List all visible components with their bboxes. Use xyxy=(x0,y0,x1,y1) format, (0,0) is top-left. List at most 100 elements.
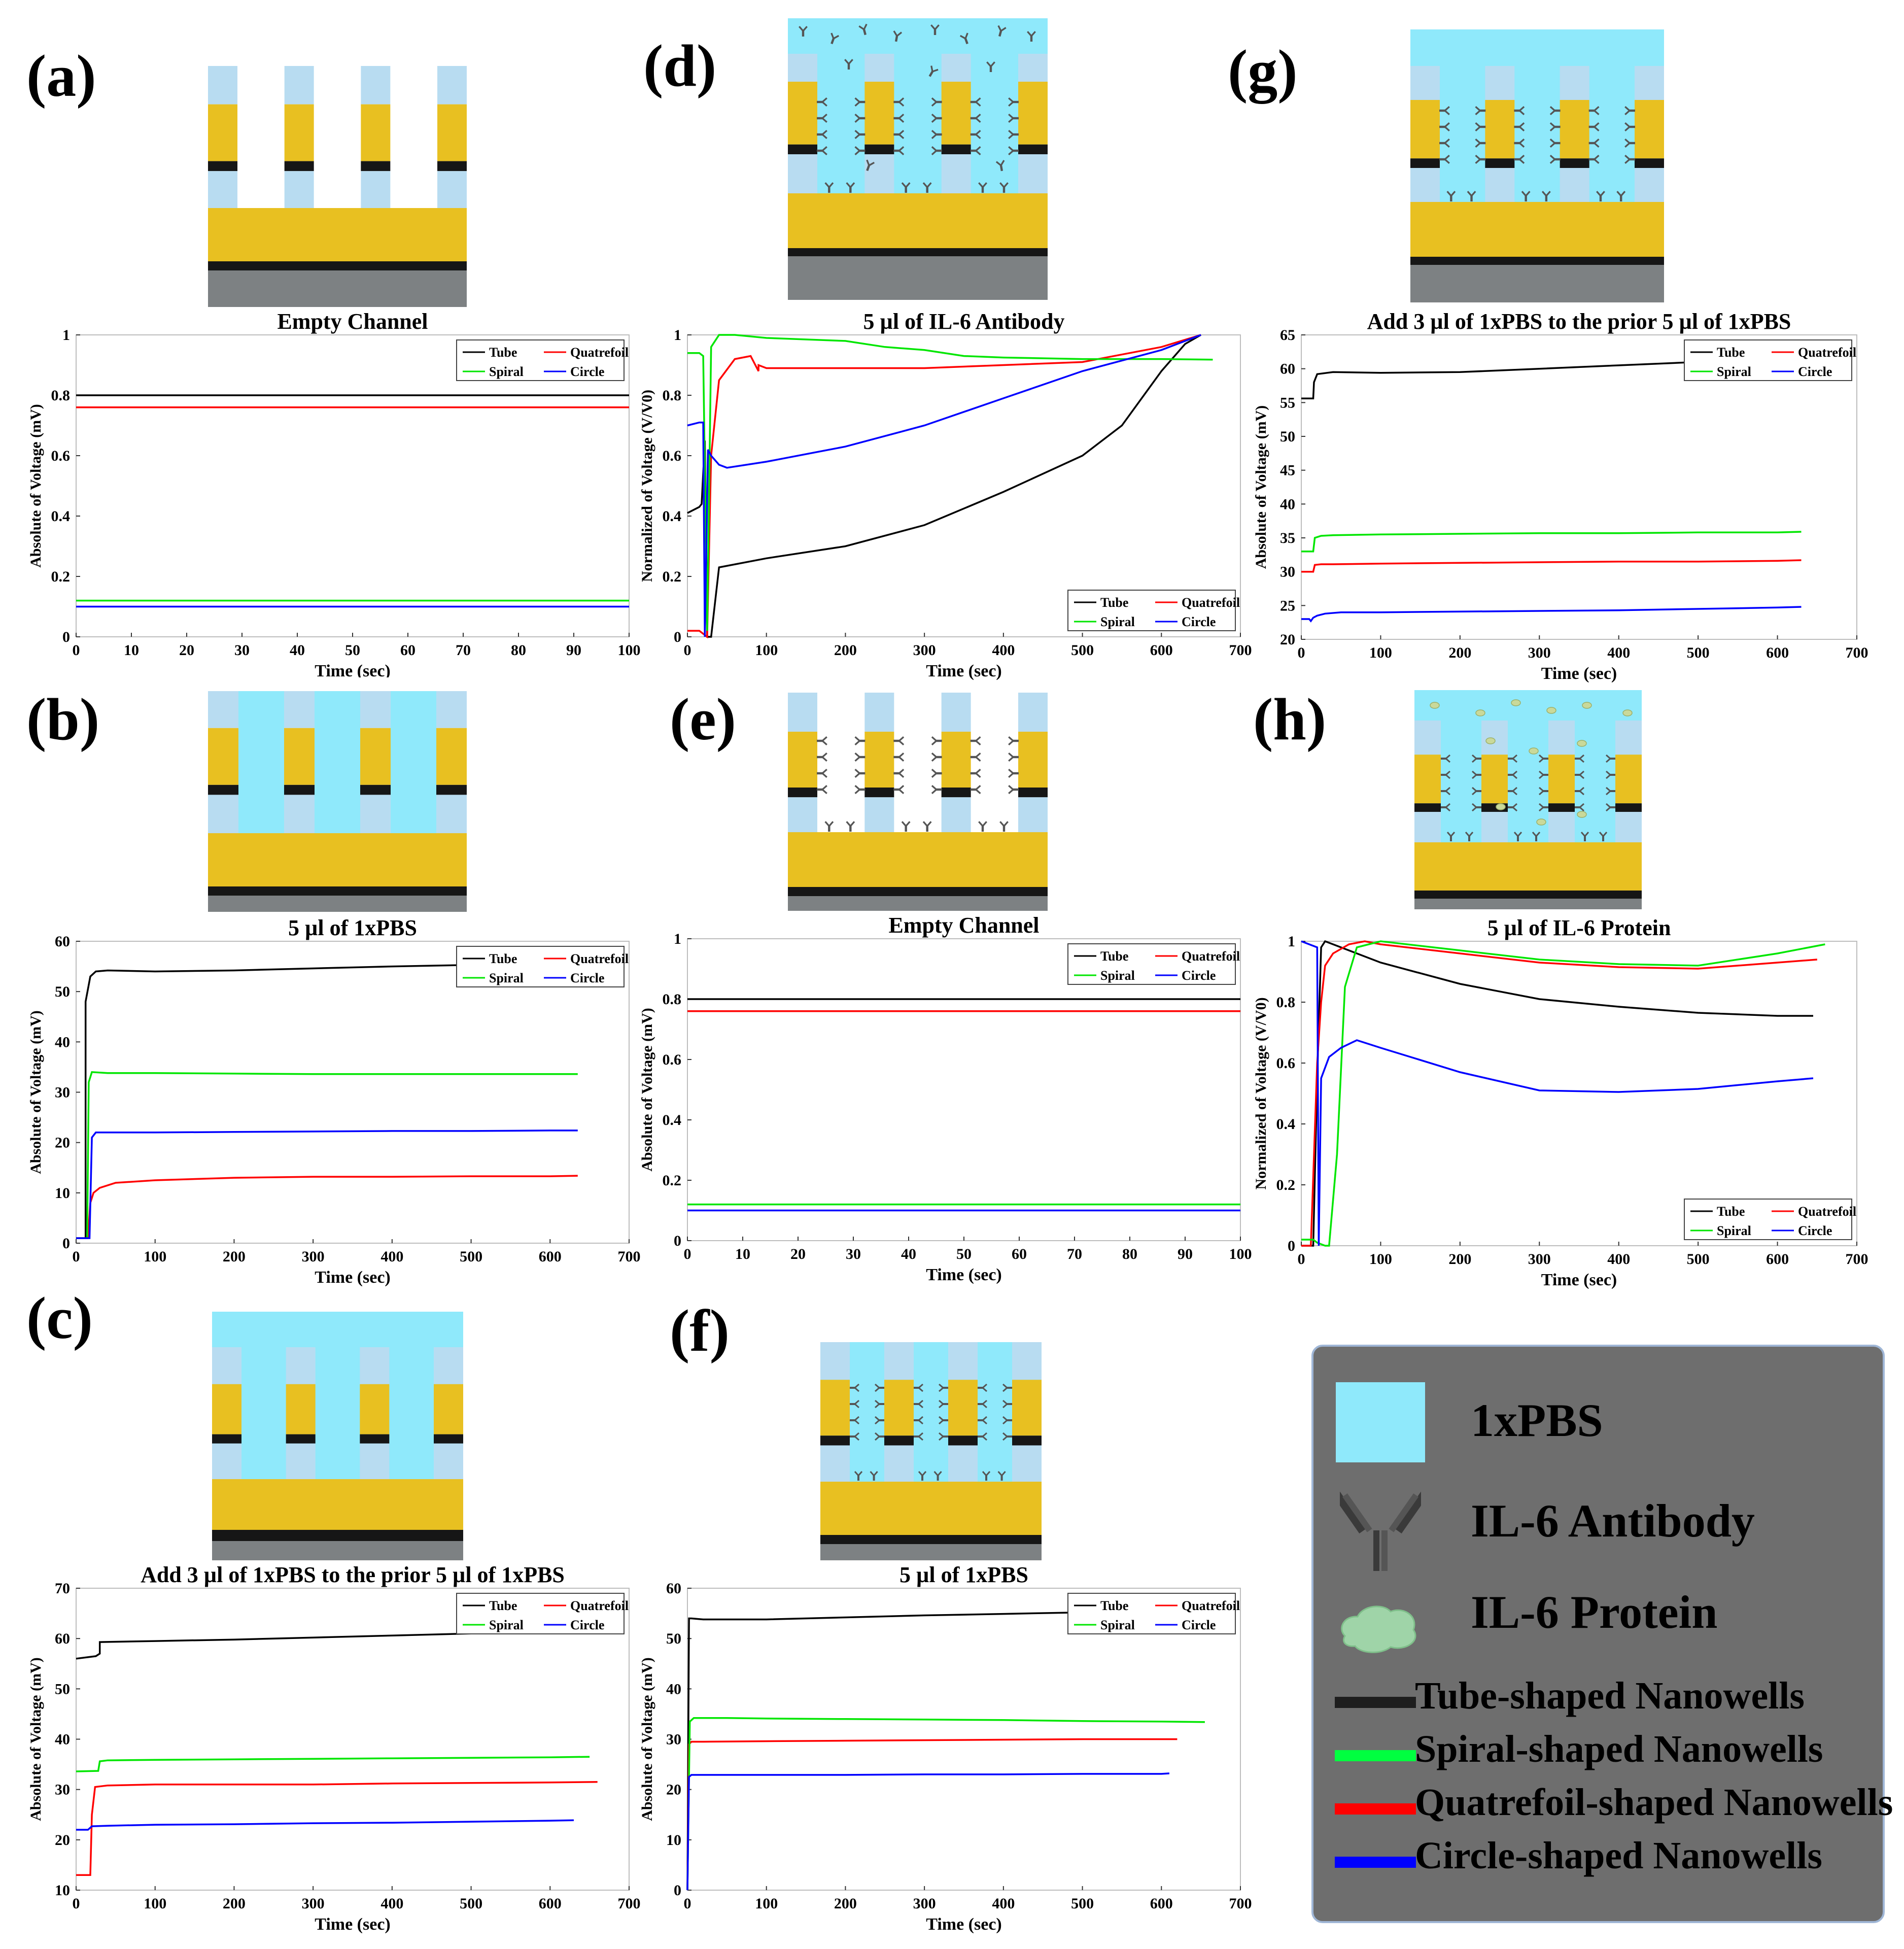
y-tick-label: 0.4 xyxy=(1276,1116,1296,1133)
pillar-gold xyxy=(1485,100,1515,159)
pillar-oxide-top xyxy=(284,66,314,105)
circle-line-swatch xyxy=(1335,1857,1416,1868)
pillar xyxy=(434,1347,463,1479)
pillar-gold xyxy=(788,82,817,145)
protein-icon xyxy=(1511,699,1521,706)
x-tick-label: 100 xyxy=(144,1895,166,1912)
pillar-gold xyxy=(941,82,971,145)
x-tick-label: 0 xyxy=(684,1246,691,1262)
antibody-icon xyxy=(959,32,968,45)
antibody-icon xyxy=(1580,832,1589,841)
antibody-icon xyxy=(970,97,981,107)
panel-label-e: (e) xyxy=(670,686,736,753)
antibody-icon xyxy=(986,61,995,72)
antibody-icon xyxy=(854,736,866,745)
legend-label-spiral: Spiral xyxy=(1100,1618,1135,1632)
substrate xyxy=(820,1544,1042,1560)
antibody-icon xyxy=(846,182,855,193)
legend-label-circle: Circle xyxy=(1798,1223,1832,1238)
x-tick-label: 0 xyxy=(1298,1251,1305,1268)
pillar-oxide-top xyxy=(360,691,391,728)
pillar-black xyxy=(948,1435,978,1446)
antibody-icon xyxy=(914,1432,923,1441)
pillar xyxy=(948,1342,978,1482)
pillar xyxy=(284,66,314,208)
pillar-oxide-bottom xyxy=(1414,812,1441,842)
antibody-icon xyxy=(1599,832,1608,841)
pbs-fill xyxy=(238,691,284,833)
series-spiral xyxy=(687,334,1213,631)
pillar xyxy=(208,66,237,208)
antibody-icon xyxy=(1616,191,1626,201)
series-circle xyxy=(686,1772,1170,1891)
pillar-oxide-bottom xyxy=(864,154,894,193)
chart-e: Empty Channel 0 10 20 30 40 50 60 70 80 90 100 0 0.2 0… xyxy=(639,913,1252,1284)
pillar-black xyxy=(788,788,817,798)
pillar-gold xyxy=(436,728,467,785)
legend-label-circle: Circle xyxy=(570,1618,604,1632)
antibody-icon xyxy=(1446,191,1456,201)
pillar-black xyxy=(941,788,971,798)
antibody-icon xyxy=(1472,787,1481,796)
x-axis-label: Time (sec) xyxy=(315,662,390,677)
antibody-icon xyxy=(1467,191,1476,201)
antibody-icon xyxy=(1475,106,1486,115)
series-quatrefoil xyxy=(686,1738,1178,1891)
legend-label-quatrefoil: Quatrefoil xyxy=(1798,345,1856,360)
antibody-icon xyxy=(901,182,911,193)
plot-area xyxy=(1301,334,1857,640)
legend-label-spiral: Spiral xyxy=(1717,364,1751,379)
antibody-icon xyxy=(970,736,981,745)
protein-icon xyxy=(1577,740,1587,747)
pillar-black xyxy=(361,161,391,172)
x-tick-label: 60 xyxy=(400,642,416,659)
chart-h: 5 µl of IL-6 Protein 0 100 200 300 400 500 600 7… xyxy=(1253,915,1868,1289)
legend-label-quatrefoil: Quatrefoil xyxy=(1182,595,1240,610)
x-tick-label: 10 xyxy=(124,642,139,659)
antibody-icon xyxy=(1539,787,1548,796)
pillar-black xyxy=(284,161,314,172)
adhesion-layer xyxy=(212,1530,463,1541)
x-tick-label: 700 xyxy=(618,1895,641,1912)
antibody-icon xyxy=(1514,155,1525,164)
pillar-oxide-bottom xyxy=(284,171,314,208)
pillar-black xyxy=(864,144,894,154)
x-axis-label: Time (sec) xyxy=(1541,664,1617,683)
pbs-fill xyxy=(788,18,1048,193)
x-tick-label: 700 xyxy=(1229,1895,1252,1912)
plot-area xyxy=(687,334,1241,637)
y-tick-label: 0.4 xyxy=(663,1112,682,1129)
x-tick-label: 100 xyxy=(1369,1251,1392,1268)
x-tick-label: 50 xyxy=(345,642,360,659)
x-tick-label: 0 xyxy=(73,1895,80,1912)
pillar xyxy=(1414,721,1441,842)
antibody-icon xyxy=(997,25,1007,37)
tube-line-swatch xyxy=(1335,1697,1416,1708)
antibody-icon xyxy=(1588,155,1600,164)
pillar-black xyxy=(434,1434,463,1444)
antibody-icon xyxy=(875,1416,884,1425)
antibody-icon xyxy=(1472,754,1481,763)
pillar xyxy=(788,54,817,193)
antibody-icon xyxy=(1441,754,1450,763)
antibody-icon xyxy=(893,753,905,762)
antibody-icon xyxy=(1539,770,1548,779)
x-tick-label: 70 xyxy=(1067,1246,1082,1262)
x-tick-label: 600 xyxy=(539,1248,562,1265)
x-axis-label: Time (sec) xyxy=(926,1266,1001,1284)
pillar-oxide-bottom xyxy=(1410,168,1440,202)
pillar-oxide-bottom xyxy=(1615,812,1642,842)
plot-area xyxy=(76,1588,630,1891)
antibody-icon xyxy=(1008,114,1019,123)
schematic-f xyxy=(820,1342,1042,1560)
pillar xyxy=(941,693,971,832)
antibody-icon xyxy=(1606,803,1615,812)
pillar-gold xyxy=(788,732,817,788)
antibody-icon xyxy=(854,785,866,794)
pillar-black xyxy=(1548,803,1575,812)
antibody-icon xyxy=(978,1383,987,1392)
legend-label-spiral: Spiral xyxy=(489,1618,524,1632)
y-tick-label: 40 xyxy=(55,1731,70,1748)
schematic-a xyxy=(208,66,467,307)
pillar-oxide-top xyxy=(1012,1342,1042,1380)
